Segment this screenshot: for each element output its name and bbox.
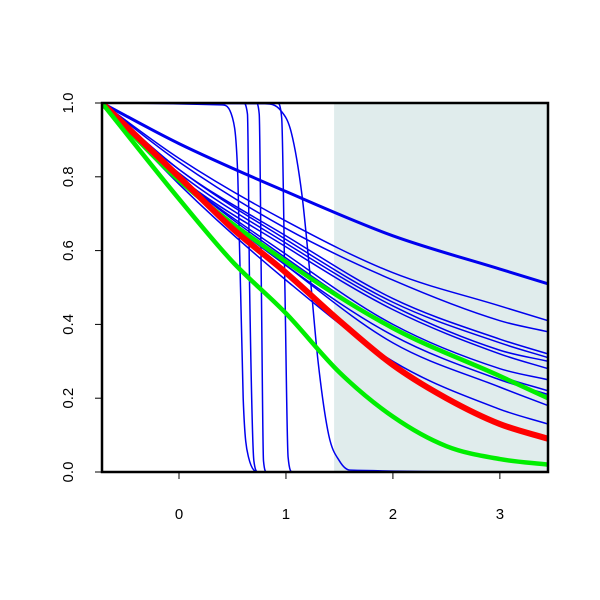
y-tick-label: 0.8 (60, 166, 77, 187)
series-line-8 (102, 103, 548, 333)
x-tick-label: 0 (175, 506, 183, 523)
x-tick-label: 2 (389, 506, 397, 523)
y-tick-label: 1.0 (60, 93, 77, 114)
y-tick-label: 0.4 (60, 314, 77, 335)
y-tick-label: 0.6 (60, 240, 77, 261)
series-line-7 (102, 103, 548, 322)
plot-area (102, 103, 548, 472)
x-tick-label: 1 (282, 506, 290, 523)
y-tick-label: 0.2 (60, 388, 77, 409)
series-line-6 (102, 103, 548, 286)
shaded-region (334, 103, 548, 472)
plot-frame (100, 101, 550, 474)
series-line-4 (102, 103, 548, 472)
series-group (102, 103, 548, 472)
axes: 0 1 2 3 0.0 0.2 0.4 0.6 0.8 1.0 (60, 93, 550, 523)
series-line-10 (102, 103, 548, 359)
series-line-19 (102, 103, 548, 442)
series-line-20 (102, 103, 548, 467)
y-tick-label: 0.0 (60, 462, 77, 483)
series-line-1 (102, 103, 548, 472)
x-tick-label: 3 (496, 506, 504, 523)
